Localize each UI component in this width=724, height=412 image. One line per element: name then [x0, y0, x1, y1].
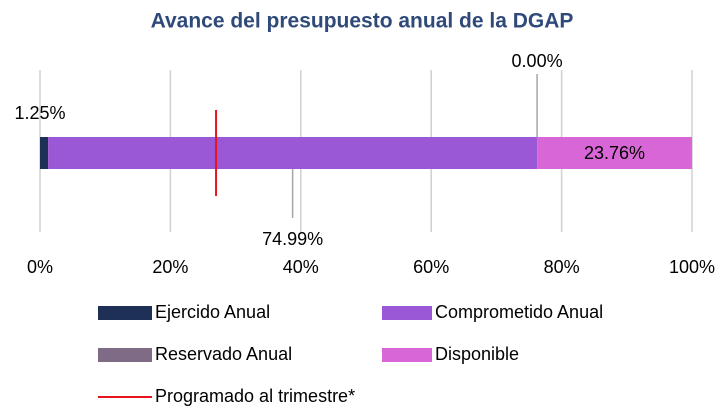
legend-label: Reservado Anual	[155, 344, 292, 364]
data-label: 74.99%	[262, 229, 323, 249]
legend-swatch	[382, 306, 432, 320]
x-tick-label: 0%	[27, 257, 53, 277]
data-label: 0.00%	[512, 51, 563, 71]
legend-swatch	[98, 348, 152, 362]
x-tick-label: 20%	[152, 257, 188, 277]
legend-label: Disponible	[435, 344, 519, 364]
bar-segment	[40, 137, 49, 169]
legend-label: Programado al trimestre*	[155, 386, 355, 406]
x-tick-label: 80%	[544, 257, 580, 277]
legend-label: Ejercido Anual	[155, 302, 270, 322]
data-label: 1.25%	[14, 103, 65, 123]
x-tick-label: 100%	[669, 257, 715, 277]
bar-segment	[48, 137, 538, 169]
bar-segment	[537, 137, 692, 169]
legend-swatch	[382, 348, 432, 362]
data-label: 23.76%	[584, 143, 645, 163]
x-tick-label: 40%	[283, 257, 319, 277]
legend-swatch	[98, 306, 152, 320]
x-tick-label: 60%	[413, 257, 449, 277]
chart-title: Avance del presupuesto anual de la DGAP	[151, 10, 574, 33]
legend-label: Comprometido Anual	[435, 302, 603, 322]
